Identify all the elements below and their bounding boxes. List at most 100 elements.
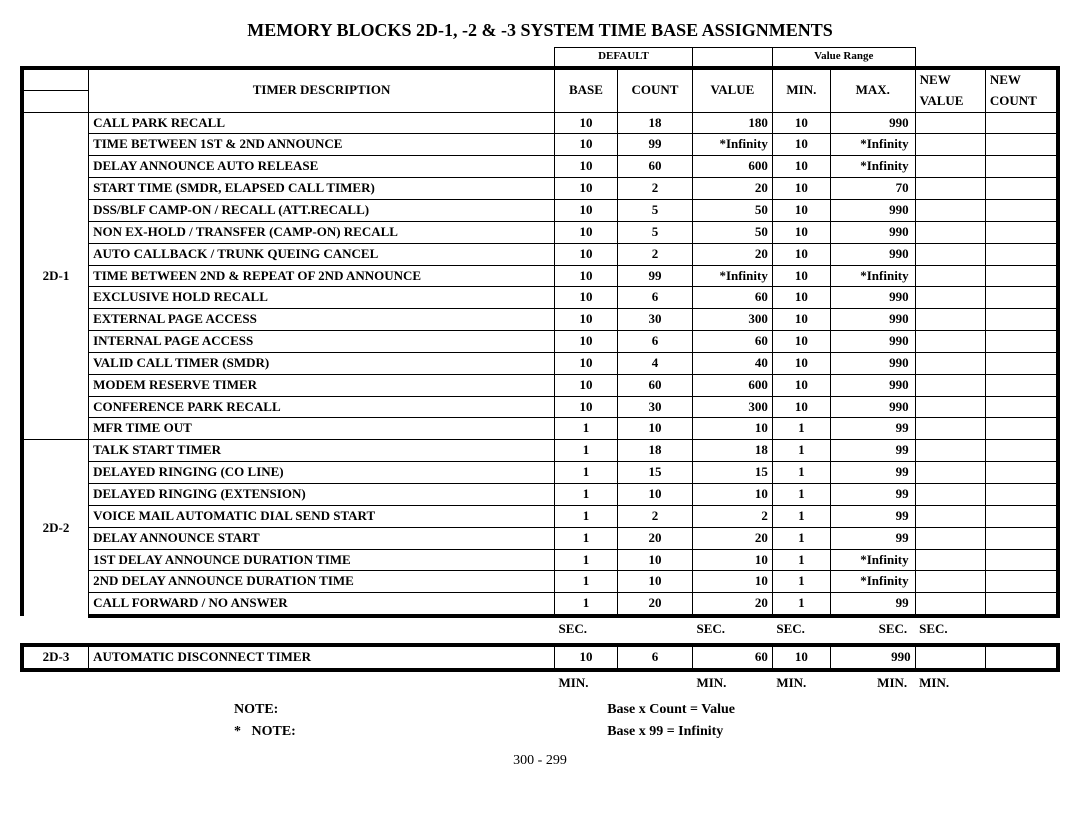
row-newvalue[interactable] <box>915 593 985 616</box>
row3-min: 10 <box>772 645 830 670</box>
row-newvalue[interactable] <box>915 309 985 331</box>
row-max: 990 <box>830 287 915 309</box>
row-newcount[interactable] <box>985 243 1058 265</box>
row-newvalue[interactable] <box>915 527 985 549</box>
row-desc: DELAYED RINGING (EXTENSION) <box>89 483 555 505</box>
row3-newcount[interactable] <box>985 645 1058 670</box>
row-min: 10 <box>772 331 830 353</box>
hdr-min: MIN. <box>772 68 830 112</box>
row-value: 20 <box>692 243 772 265</box>
row-newcount[interactable] <box>985 483 1058 505</box>
row-desc: START TIME (SMDR, ELAPSED CALL TIMER) <box>89 178 555 200</box>
row-max: 990 <box>830 200 915 222</box>
unit-row-min: MIN. MIN. MIN. MIN. MIN. <box>22 670 1058 697</box>
row-newcount[interactable] <box>985 527 1058 549</box>
row3-max: 990 <box>830 645 915 670</box>
row-newcount[interactable] <box>985 593 1058 616</box>
row-max: 990 <box>830 352 915 374</box>
row-newvalue[interactable] <box>915 243 985 265</box>
row-newcount[interactable] <box>985 309 1058 331</box>
row-max: *Infinity <box>830 265 915 287</box>
table-row: DELAY ANNOUNCE START12020199 <box>22 527 1058 549</box>
row-newvalue[interactable] <box>915 178 985 200</box>
row-count: 15 <box>617 462 692 484</box>
row-newvalue[interactable] <box>915 221 985 243</box>
row-newvalue[interactable] <box>915 418 985 440</box>
hdr-new2: NEW <box>985 68 1058 91</box>
row-min: 1 <box>772 440 830 462</box>
row-newcount[interactable] <box>985 221 1058 243</box>
row-newvalue[interactable] <box>915 134 985 156</box>
row-newcount[interactable] <box>985 265 1058 287</box>
row-base: 10 <box>555 112 618 134</box>
row-value: 180 <box>692 112 772 134</box>
row-newcount[interactable] <box>985 352 1058 374</box>
row-newvalue[interactable] <box>915 374 985 396</box>
row3-newval[interactable] <box>915 645 985 670</box>
row-base: 1 <box>555 527 618 549</box>
row-max: 70 <box>830 178 915 200</box>
table-row: VOICE MAIL AUTOMATIC DIAL SEND START1221… <box>22 505 1058 527</box>
row-newcount[interactable] <box>985 374 1058 396</box>
row-newcount[interactable] <box>985 440 1058 462</box>
row-newvalue[interactable] <box>915 265 985 287</box>
row-newvalue[interactable] <box>915 112 985 134</box>
row-newcount[interactable] <box>985 134 1058 156</box>
block-label-2d3: 2D-3 <box>22 645 89 670</box>
row-count: 6 <box>617 287 692 309</box>
row-newvalue[interactable] <box>915 352 985 374</box>
row-newvalue[interactable] <box>915 156 985 178</box>
row-value: *Infinity <box>692 134 772 156</box>
row-desc: TIME BETWEEN 2ND & REPEAT OF 2ND ANNOUNC… <box>89 265 555 287</box>
main-table: DEFAULT Value Range TIMER DESCRIPTION BA… <box>20 47 1060 697</box>
row-newvalue[interactable] <box>915 505 985 527</box>
row-value: *Infinity <box>692 265 772 287</box>
row-desc: MFR TIME OUT <box>89 418 555 440</box>
row-newvalue[interactable] <box>915 483 985 505</box>
row-newvalue[interactable] <box>915 571 985 593</box>
row-max: 99 <box>830 462 915 484</box>
row-count: 99 <box>617 265 692 287</box>
row-newcount[interactable] <box>985 156 1058 178</box>
row-newvalue[interactable] <box>915 440 985 462</box>
row-newcount[interactable] <box>985 418 1058 440</box>
row-max: *Infinity <box>830 134 915 156</box>
row-newcount[interactable] <box>985 462 1058 484</box>
row-max: 99 <box>830 527 915 549</box>
block-label-2d1: 2D-1 <box>22 112 89 440</box>
row-newvalue[interactable] <box>915 331 985 353</box>
row-newcount[interactable] <box>985 571 1058 593</box>
row-count: 2 <box>617 243 692 265</box>
row-base: 1 <box>555 418 618 440</box>
table-row: EXTERNAL PAGE ACCESS103030010990 <box>22 309 1058 331</box>
row-desc: MODEM RESERVE TIMER <box>89 374 555 396</box>
row-newcount[interactable] <box>985 331 1058 353</box>
row-newvalue[interactable] <box>915 396 985 418</box>
row-count: 18 <box>617 112 692 134</box>
row-newcount[interactable] <box>985 112 1058 134</box>
row-newcount[interactable] <box>985 178 1058 200</box>
row-newcount[interactable] <box>985 287 1058 309</box>
row3-count: 6 <box>617 645 692 670</box>
row-count: 2 <box>617 178 692 200</box>
row-newcount[interactable] <box>985 549 1058 571</box>
row-newcount[interactable] <box>985 505 1058 527</box>
row-newcount[interactable] <box>985 396 1058 418</box>
row-max: 990 <box>830 331 915 353</box>
row-count: 4 <box>617 352 692 374</box>
row-count: 5 <box>617 221 692 243</box>
row-newvalue[interactable] <box>915 287 985 309</box>
row-newvalue[interactable] <box>915 549 985 571</box>
row-newcount[interactable] <box>985 200 1058 222</box>
row-desc: 1ST DELAY ANNOUNCE DURATION TIME <box>89 549 555 571</box>
row-desc: TALK START TIMER <box>89 440 555 462</box>
row-newvalue[interactable] <box>915 462 985 484</box>
row-base: 10 <box>555 178 618 200</box>
row-max: 990 <box>830 309 915 331</box>
table-row: MFR TIME OUT11010199 <box>22 418 1058 440</box>
row-max: 99 <box>830 483 915 505</box>
row-base: 1 <box>555 549 618 571</box>
unit-min-max: MIN. <box>830 670 915 697</box>
row-newvalue[interactable] <box>915 200 985 222</box>
note1-label: NOTE: <box>230 699 603 721</box>
